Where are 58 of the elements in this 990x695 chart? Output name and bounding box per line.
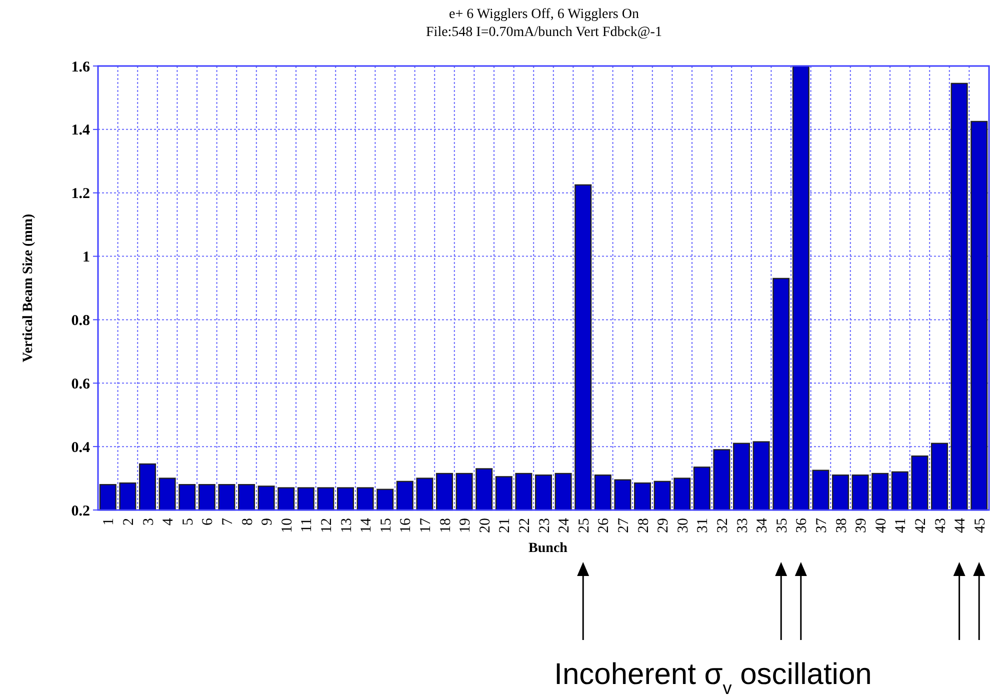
x-tick-label: 26 xyxy=(596,518,612,533)
text: Incoherent σ$_{v}$ oscillation xyxy=(554,658,872,695)
x-tick-label: 33 xyxy=(734,518,751,533)
y-tick-label: 1 xyxy=(82,250,90,266)
x-tick-label: 1 xyxy=(101,518,118,526)
x-tick-label: 17 xyxy=(418,518,434,533)
x-tick-label: 8 xyxy=(240,518,256,526)
x-tick-label: 31 xyxy=(695,518,712,533)
x-tick-label: 22 xyxy=(516,518,533,533)
y-tick-label: 1.6 xyxy=(71,59,90,76)
y-tick-label: 0.6 xyxy=(71,376,90,392)
x-tick-label: 6 xyxy=(200,518,216,526)
x-tick-label: 40 xyxy=(873,518,890,533)
x-tick-label: 4 xyxy=(160,518,177,526)
x-tick-label: 19 xyxy=(458,518,474,533)
x-tick-label: 18 xyxy=(438,518,454,533)
y-tick-label: 1.2 xyxy=(71,186,90,202)
y-tick-label: 0.4 xyxy=(71,440,90,456)
x-tick-label: 9 xyxy=(260,518,276,526)
x-tick-label: 13 xyxy=(338,518,355,533)
x-tick-label: 43 xyxy=(932,518,949,533)
x-tick-label: 15 xyxy=(378,518,394,533)
x-tick-label: 39 xyxy=(854,518,870,533)
x-tick-label: 37 xyxy=(814,518,830,533)
y-tick-label: 1.4 xyxy=(71,122,90,139)
x-tick-label: 30 xyxy=(675,518,692,533)
x-tick-label: 5 xyxy=(180,518,196,526)
x-tick-label: 23 xyxy=(536,518,553,533)
x-tick-label: 42 xyxy=(912,518,929,533)
y-tick-label: 0.2 xyxy=(71,503,90,520)
x-tick-label: 34 xyxy=(754,518,771,533)
x-tick-label: 21 xyxy=(497,518,514,533)
x-tick-label: 2 xyxy=(120,518,137,526)
x-tick-label: 20 xyxy=(477,518,494,533)
x-tick-label: 45 xyxy=(972,518,988,533)
x-tick-label: 38 xyxy=(834,518,850,533)
x-tick-label: 32 xyxy=(714,518,731,533)
x-tick-label: 14 xyxy=(358,518,375,533)
x-tick-label: 25 xyxy=(576,518,592,533)
x-tick-label: 16 xyxy=(398,518,414,533)
x-tick-label: 29 xyxy=(656,518,672,533)
x-tick-label: 36 xyxy=(794,518,810,533)
x-axis-title: Bunch xyxy=(528,541,568,556)
x-tick-label: 44 xyxy=(952,518,969,533)
x-tick-label: 27 xyxy=(616,518,632,533)
x-tick-label: 24 xyxy=(556,518,573,533)
y-axis-title: Vertical Beam Size (mm) xyxy=(21,213,36,362)
x-tick-label: 3 xyxy=(140,518,157,526)
x-tick-label: 10 xyxy=(279,518,296,533)
x-tick-label: 35 xyxy=(774,518,790,533)
x-tick-label: 41 xyxy=(893,518,910,533)
y-tick-label: 0.8 xyxy=(71,312,90,329)
chart-subtitle: File:548 I=0.70mA/bunch Vert Fdbck@-1 xyxy=(426,25,662,40)
x-tick-label: 7 xyxy=(220,518,236,526)
x-tick-label: 11 xyxy=(299,518,316,532)
x-tick-label: 12 xyxy=(318,518,335,533)
x-tick-label: 28 xyxy=(636,518,652,533)
chart-title: e+ 6 Wigglers Off, 6 Wigglers On xyxy=(449,7,639,22)
